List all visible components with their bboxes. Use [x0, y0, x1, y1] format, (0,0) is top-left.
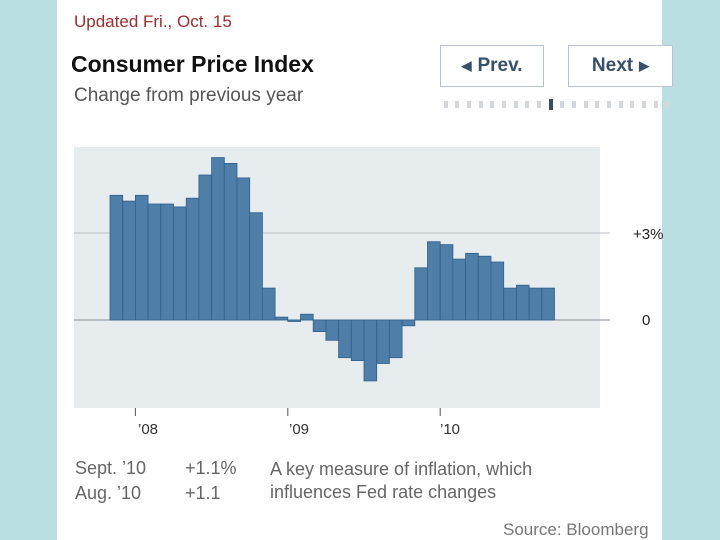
triangle-left-icon: ◀ [461, 58, 472, 73]
data-bar [452, 258, 466, 321]
page-dot[interactable] [490, 101, 495, 108]
data-bar [134, 194, 149, 321]
data-bar [490, 261, 505, 321]
prev-label: Prev. [477, 55, 523, 76]
data-bar [503, 287, 517, 321]
data-bar [274, 316, 289, 321]
data-bar [465, 252, 479, 321]
prior-month-value: +1.1 [185, 483, 221, 503]
data-bar [516, 284, 530, 321]
x-tick-label: ’08 [138, 421, 159, 438]
updated-date: Updated Fri., Oct. 15 [74, 12, 232, 31]
next-label: Next [591, 55, 634, 76]
data-bar [528, 287, 543, 321]
latest-month-label: Sept. ’10 [75, 458, 147, 478]
data-bar [211, 157, 225, 321]
data-bar [338, 319, 352, 359]
latest-month-value: +1.1% [185, 458, 237, 478]
page-dot[interactable] [618, 101, 623, 108]
page-dot[interactable] [502, 101, 507, 108]
page-dot[interactable] [455, 101, 460, 108]
page-dot[interactable] [525, 101, 530, 108]
data-bar [439, 244, 454, 321]
page-dot[interactable] [478, 101, 483, 108]
data-bar [477, 255, 492, 321]
data-bar [388, 319, 403, 359]
data-bar [401, 319, 416, 327]
data-bar [173, 206, 187, 321]
prev-button[interactable]: ◀ Prev. [440, 45, 544, 87]
page-dot[interactable] [583, 101, 588, 108]
page-indicator[interactable] [440, 99, 673, 110]
data-bar [414, 267, 428, 321]
data-bar [300, 313, 314, 321]
page-dot[interactable] [513, 101, 518, 108]
page-dot[interactable] [467, 101, 472, 108]
page-dot[interactable] [641, 101, 646, 108]
page-dot[interactable] [630, 101, 635, 108]
source-credit: Source: Bloomberg [503, 520, 649, 539]
prior-month-label: Aug. ’10 [75, 483, 142, 503]
data-bar [427, 241, 441, 321]
page-dot[interactable] [548, 99, 553, 110]
data-bar [147, 203, 162, 321]
data-bar [325, 319, 339, 341]
triangle-right-icon: ▶ [639, 58, 650, 73]
data-bar [249, 212, 263, 321]
data-bar [261, 287, 276, 321]
data-bar [236, 177, 251, 321]
data-bar [160, 203, 174, 321]
page-dot[interactable] [560, 101, 565, 108]
page-dot[interactable] [665, 101, 670, 108]
page-dot[interactable] [443, 101, 448, 108]
page-dot[interactable] [595, 101, 600, 108]
data-bar [223, 162, 238, 321]
data-bar [350, 319, 365, 361]
page-dot[interactable] [653, 101, 658, 108]
page-dot[interactable] [606, 101, 611, 108]
data-bar [541, 287, 555, 321]
chart-note: A key measure of inflation, which influe… [270, 459, 533, 502]
data-bar [198, 174, 212, 321]
data-bar [287, 319, 301, 322]
page-dot[interactable] [571, 101, 576, 108]
y-tick-label: 0 [642, 312, 651, 329]
data-bar [376, 319, 390, 364]
x-tick-label: ’10 [440, 421, 461, 438]
x-tick-label: ’09 [289, 421, 310, 438]
data-bar [122, 200, 136, 321]
page-dot[interactable] [537, 101, 542, 108]
data-bar [312, 319, 327, 333]
chart-subtitle: Change from previous year [74, 85, 304, 106]
data-bar [109, 194, 124, 321]
data-bar [363, 319, 378, 382]
data-bar [185, 197, 200, 321]
chart-title: Consumer Price Index [71, 51, 314, 77]
next-button[interactable]: Next ▶ [568, 45, 673, 87]
y-tick-label: +3% [633, 226, 664, 243]
